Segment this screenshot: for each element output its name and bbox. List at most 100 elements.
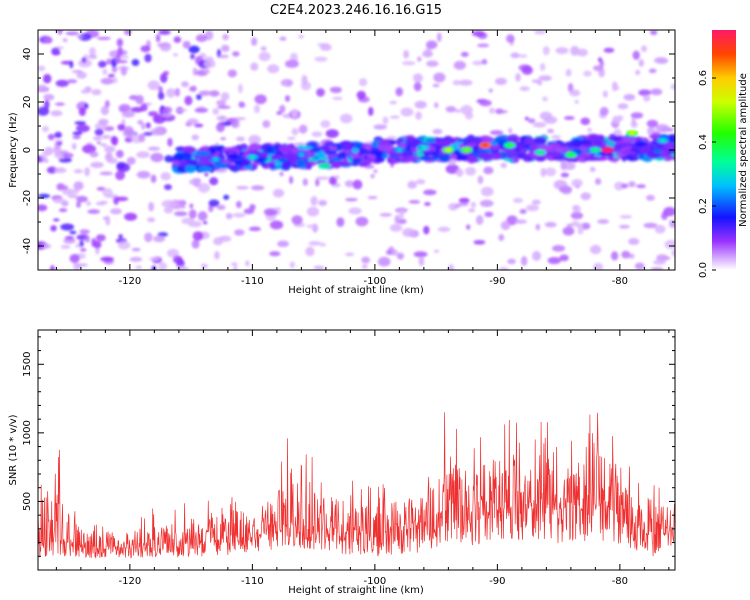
heatmap-noise-cell xyxy=(250,185,265,191)
heatmap-noise-cell xyxy=(111,57,117,68)
heatmap-noise-cell xyxy=(423,189,437,196)
heatmap-noise-cell xyxy=(279,171,284,177)
heatmap-noise-cell xyxy=(150,152,164,163)
heatmap-noise-cell xyxy=(570,211,584,220)
heatmap-noise-cell xyxy=(332,96,343,100)
heatmap-noise-cell xyxy=(544,221,557,228)
heatmap-band-cell xyxy=(555,146,571,153)
heatmap-noise-cell xyxy=(102,68,108,75)
heatmap-noise-cell xyxy=(458,79,473,86)
heatmap-noise-cell xyxy=(131,247,141,252)
heatmap-noise-cell xyxy=(204,59,216,69)
heatmap-noise-cell xyxy=(599,106,609,116)
heatmap-noise-cell xyxy=(279,104,286,113)
heatmap-noise-cell xyxy=(92,136,103,141)
colorbar-gradient xyxy=(712,30,736,270)
heatmap-noise-cell xyxy=(379,212,393,217)
heatmap-noise-cell xyxy=(56,141,63,146)
heatmap-band-cell xyxy=(513,155,520,164)
heatmap-noise-cell xyxy=(46,166,58,174)
heatmap-noise-cell xyxy=(361,256,371,264)
heatmap-noise-cell xyxy=(603,47,615,53)
heatmap-band-cell xyxy=(267,161,277,166)
heatmap-noise-cell xyxy=(291,128,299,136)
heatmap-noise-cell xyxy=(194,123,204,128)
heatmap-noise-cell xyxy=(217,105,231,109)
heatmap-noise-cell xyxy=(174,87,181,97)
heatmap-noise-cell xyxy=(305,246,315,257)
heatmap-noise-cell xyxy=(121,110,135,118)
heatmap-noise-cell xyxy=(249,204,256,211)
heatmap-band-cell xyxy=(178,160,189,167)
heatmap-noise-cell xyxy=(54,131,62,139)
heatmap-band-cell xyxy=(529,144,540,150)
heatmap-noise-cell xyxy=(513,197,524,203)
heatmap-noise-cell xyxy=(195,34,208,42)
heatmap-noise-cell xyxy=(162,70,170,76)
heatmap-noise-cell xyxy=(78,33,92,41)
heatmap-noise-cell xyxy=(340,113,353,124)
heatmap-noise-cell xyxy=(197,211,208,221)
heatmap-noise-cell xyxy=(62,38,68,43)
heatmap-band-cell xyxy=(337,151,347,159)
heatmap-noise-cell xyxy=(389,223,403,232)
heatmap-noise-cell xyxy=(62,152,74,158)
heatmap-noise-cell xyxy=(38,204,48,212)
heatmap-band-cell xyxy=(507,134,519,143)
heatmap-noise-cell xyxy=(531,79,542,84)
heatmap-band-cell xyxy=(672,154,675,161)
heatmap-noise-cell xyxy=(287,136,296,141)
heatmap-noise-cell xyxy=(110,208,122,215)
heatmap-band-cell xyxy=(425,138,437,143)
heatmap-noise-cell xyxy=(401,61,416,66)
heatmap-noise-cell xyxy=(643,222,658,229)
heatmap-band-cell xyxy=(317,162,331,170)
heatmap-noise-cell xyxy=(117,46,124,57)
heatmap-noise-cell xyxy=(148,257,160,261)
y-tick-label: 0 xyxy=(22,147,33,153)
heatmap-noise-cell xyxy=(506,34,515,43)
heatmap-noise-cell xyxy=(571,178,583,188)
heatmap-noise-cell xyxy=(147,217,156,223)
heatmap-noise-cell xyxy=(597,219,610,224)
heatmap-band-cell xyxy=(503,150,517,159)
heatmap-noise-cell xyxy=(138,133,146,143)
heatmap-peak-core xyxy=(420,146,427,150)
heatmap-noise-cell xyxy=(84,167,90,177)
heatmap-noise-cell xyxy=(137,119,144,125)
heatmap-noise-cell xyxy=(361,264,368,269)
heatmap-band-cell xyxy=(281,161,291,171)
heatmap-noise-cell xyxy=(188,220,202,228)
heatmap-noise-cell xyxy=(425,40,438,50)
heatmap-noise-cell xyxy=(477,175,484,185)
heatmap-noise-cell xyxy=(448,264,454,270)
heatmap-noise-cell xyxy=(84,103,89,109)
x-tick-label: -80 xyxy=(612,576,628,587)
heatmap-noise-cell xyxy=(560,185,573,195)
heatmap-noise-cell xyxy=(612,115,621,125)
heatmap-noise-cell xyxy=(98,60,107,68)
heatmap-band-cell xyxy=(533,136,547,145)
snr-frame xyxy=(37,329,676,571)
heatmap-noise-cell xyxy=(452,79,461,86)
heatmap-noise-cell xyxy=(314,56,328,62)
heatmap-noise-cell xyxy=(641,45,648,53)
heatmap-noise-cell xyxy=(38,106,50,116)
heatmap-peak-core xyxy=(567,153,574,157)
heatmap-noise-cell xyxy=(100,143,108,147)
heatmap-noise-cell xyxy=(50,225,57,232)
heatmap-noise-cell xyxy=(254,94,267,105)
heatmap-band-cell xyxy=(240,157,251,167)
heatmap-noise-cell xyxy=(131,59,140,67)
heatmap-noise-cell xyxy=(148,201,155,212)
heatmap-noise-cell xyxy=(650,30,658,35)
snr-ylabel: SNR (10 * v/v) xyxy=(8,414,19,485)
heatmap-noise-cell xyxy=(589,244,602,255)
heatmap-noise-cell xyxy=(555,47,569,55)
heatmap-noise-cell xyxy=(628,237,640,246)
heatmap-noise-cell xyxy=(582,222,591,230)
heatmap-noise-cell xyxy=(422,50,434,58)
heatmap-band-cell xyxy=(388,139,397,146)
heatmap-band-cell xyxy=(611,136,622,142)
heatmap-noise-cell xyxy=(475,215,484,226)
